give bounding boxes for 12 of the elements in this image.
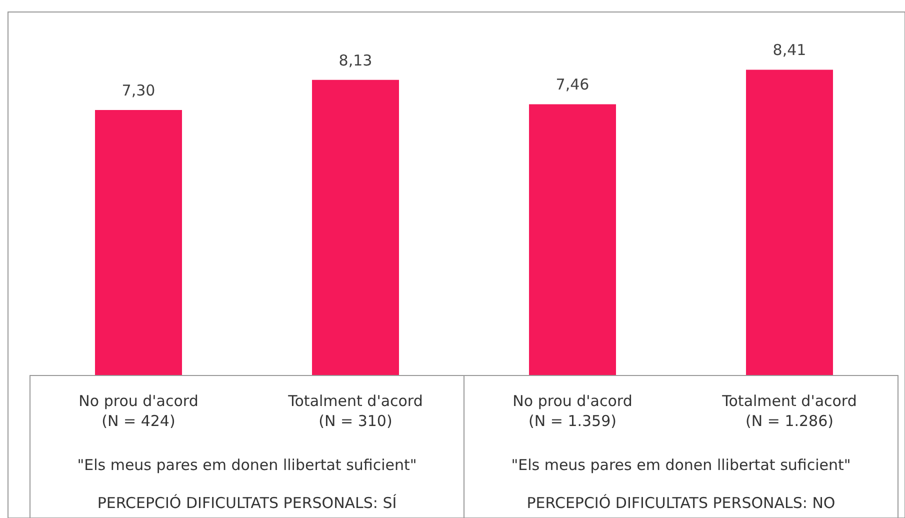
data-label: 8,41 <box>772 41 806 60</box>
data-label: 7,30 <box>122 82 156 100</box>
text: PERCEPCIÓ DIFICULTATS PERSONALS: NO <box>526 494 836 512</box>
x-tick-label: No prou d'acord (N = 424) <box>78 392 198 430</box>
x-tick-label: No prou d'acord (N = 1.359) <box>512 392 632 430</box>
text: "Els meus pares em donen llibertat suficient" <box>77 456 417 474</box>
x-tick-label: Totalment d'acord (N = 310) <box>287 392 423 430</box>
text: "Els meus pares em donen llibertat suficient" <box>511 456 851 474</box>
text: PERCEPCIÓ DIFICULTATS PERSONALS: SÍ <box>97 494 397 512</box>
data-label: 8,13 <box>338 51 372 70</box>
data-label: 7,46 <box>556 76 590 94</box>
x-tick-label: Totalment d'acord (N = 1.286) <box>721 392 857 430</box>
